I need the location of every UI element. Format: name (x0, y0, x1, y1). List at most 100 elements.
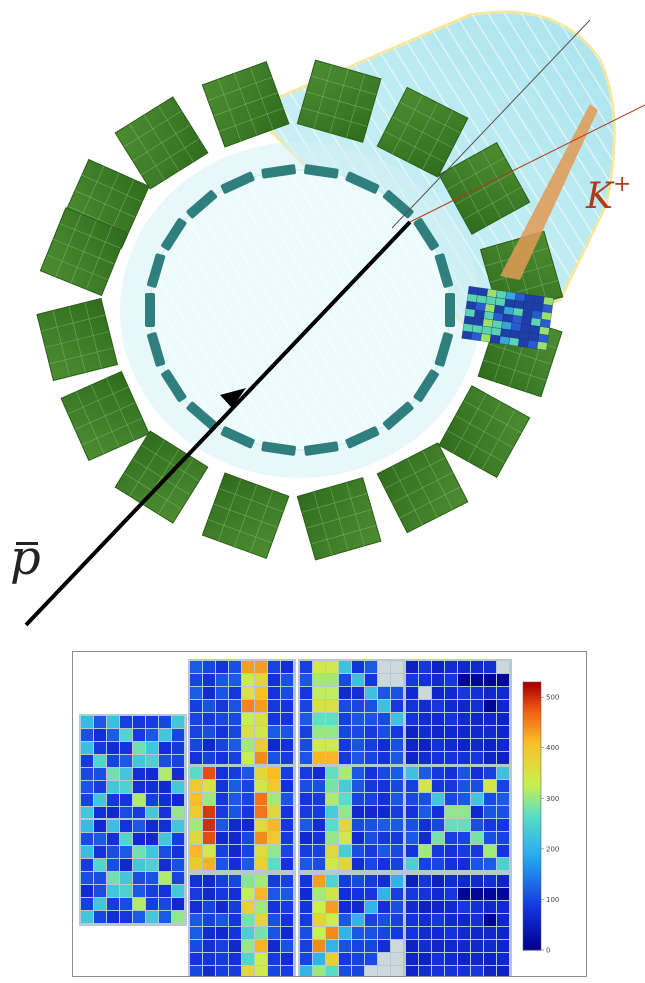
crystal-cell (497, 832, 509, 844)
crystal-cell (313, 726, 325, 738)
crystal-cell (432, 953, 444, 965)
crystal-cell (406, 687, 418, 699)
crystal-cell (365, 674, 377, 686)
tracker-segment (434, 332, 454, 367)
crystal-module (201, 61, 290, 148)
tracker-segment (186, 401, 218, 430)
crystal-cell (391, 752, 403, 764)
crystal-cell (203, 966, 215, 976)
crystal-cell (339, 687, 351, 699)
crystal-cell (229, 806, 241, 818)
crystal-cell (391, 901, 403, 913)
crystal-cell (471, 832, 483, 844)
crystal-cell (94, 872, 106, 884)
crystal-cell (326, 953, 338, 965)
crystal-cell (458, 858, 470, 870)
crystal-cell (255, 966, 267, 976)
crystal-cell (146, 755, 158, 767)
crystal-cell (146, 911, 158, 923)
detector-scene (24, 10, 645, 627)
hit-module (461, 286, 554, 351)
crystal-cell (406, 858, 418, 870)
crystal-cell (339, 966, 351, 976)
crystal-cell (419, 845, 431, 857)
crystal-cell (159, 807, 171, 819)
crystal-cell (432, 875, 444, 887)
crystal-cell (300, 713, 312, 725)
crystal-cell (203, 940, 215, 952)
crystal-cell (445, 927, 457, 939)
crystal-cell (172, 885, 184, 897)
crystal-cell (406, 739, 418, 751)
crystal-cell (471, 888, 483, 900)
crystal-cell (120, 911, 132, 923)
crystal-cell (216, 713, 228, 725)
crystal-cell (326, 901, 338, 913)
crystal-cell (445, 700, 457, 712)
crystal-module (201, 472, 290, 559)
crystal-cell (81, 742, 93, 754)
crystal-cell (281, 845, 293, 857)
crystal-cell (81, 807, 93, 819)
crystal-cell (300, 953, 312, 965)
crystal-cell (81, 885, 93, 897)
crystal-cell (268, 888, 280, 900)
crystal-cell (216, 875, 228, 887)
crystal-cell (242, 927, 254, 939)
crystal-block (404, 765, 512, 873)
crystal-cell (281, 752, 293, 764)
crystal-cell (172, 911, 184, 923)
crystal-module (36, 297, 119, 382)
crystal-cell (497, 687, 509, 699)
crystal-cell (190, 953, 202, 965)
crystal-cell (107, 833, 119, 845)
crystal-cell (339, 953, 351, 965)
crystal-cell (300, 767, 312, 779)
crystal-cell (229, 858, 241, 870)
crystal-cell (313, 674, 325, 686)
crystal-cell (406, 901, 418, 913)
crystal-cell (458, 832, 470, 844)
crystal-cell (107, 729, 119, 741)
crystal-cell (432, 739, 444, 751)
crystal-cell (445, 914, 457, 926)
crystal-block (404, 659, 512, 767)
crystal-cell (94, 833, 106, 845)
crystal-cell (339, 793, 351, 805)
crystal-cell (419, 687, 431, 699)
crystal-cell (281, 780, 293, 792)
colorbar: 500 400 300 200 100 0 (522, 681, 559, 955)
crystal-cell (203, 806, 215, 818)
crystal-cell (203, 858, 215, 870)
crystal-cell (190, 901, 202, 913)
crystal-cell (81, 833, 93, 845)
crystal-cell (339, 661, 351, 673)
crystal-cell (281, 767, 293, 779)
crystal-cell (445, 780, 457, 792)
crystal-cell (229, 661, 241, 673)
crystal-block (298, 873, 406, 976)
crystal-cell (172, 768, 184, 780)
crystal-cell (471, 739, 483, 751)
crystal-cell (352, 927, 364, 939)
crystal-cell (268, 953, 280, 965)
crystal-cell (190, 888, 202, 900)
crystal-cell (365, 914, 377, 926)
crystal-cell (484, 940, 496, 952)
crystal-cell (172, 859, 184, 871)
crystal-cell (255, 953, 267, 965)
crystal-cell (120, 794, 132, 806)
crystal-cell (159, 755, 171, 767)
crystal-cell (133, 859, 145, 871)
crystal-cell (281, 888, 293, 900)
crystal-cell (107, 794, 119, 806)
crystal-cell (146, 794, 158, 806)
crystal-module (376, 86, 469, 178)
crystal-cell (326, 767, 338, 779)
crystal-cell (268, 752, 280, 764)
crystal-cell (458, 819, 470, 831)
crystal-cell (406, 845, 418, 857)
crystal-cell (352, 752, 364, 764)
crystal-cell (172, 898, 184, 910)
crystal-cell (94, 846, 106, 858)
